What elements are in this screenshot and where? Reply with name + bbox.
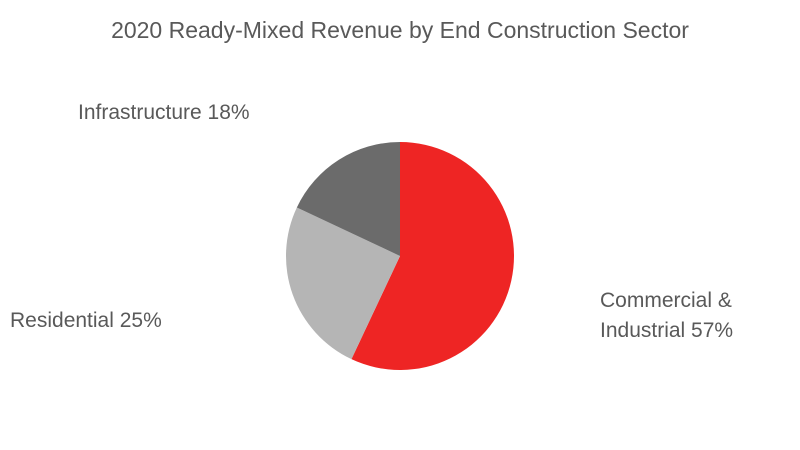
slice-residential xyxy=(286,207,400,360)
label-residential: Residential 25% xyxy=(10,306,162,336)
slice-commercial-industrial xyxy=(351,142,514,370)
pie-slices xyxy=(286,142,514,370)
label-commercial-industrial: Commercial & Industrial 57% xyxy=(600,286,733,346)
slice-infrastructure xyxy=(296,142,400,256)
label-infrastructure-text: Infrastructure 18% xyxy=(78,101,250,124)
label-infrastructure: Infrastructure 18% xyxy=(78,98,250,128)
label-commercial-line2: Industrial 57% xyxy=(600,319,734,342)
chart-title: 2020 Ready-Mixed Revenue by End Construc… xyxy=(111,17,689,43)
label-residential-text: Residential 25% xyxy=(10,309,162,332)
label-commercial-line1: Commercial & xyxy=(600,289,732,312)
